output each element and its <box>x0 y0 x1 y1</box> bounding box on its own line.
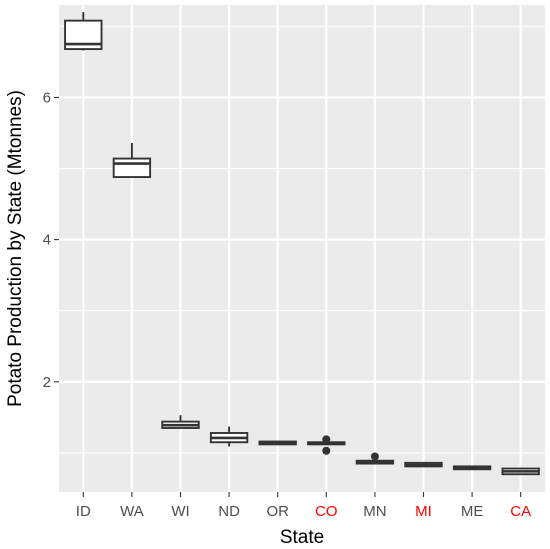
y-axis-title: Potato Production by State (Mtonnes) <box>5 90 26 407</box>
box-me <box>452 465 492 471</box>
outlier-point <box>322 446 331 455</box>
x-tick-label: CO <box>315 503 338 520</box>
x-axis: ID WA WI ND OR CO MN MI ME CA <box>76 492 531 520</box>
box-id <box>64 12 103 51</box>
box-or <box>258 440 297 446</box>
box-mi <box>404 461 443 468</box>
x-tick-label: CA <box>510 503 531 520</box>
x-axis-title: State <box>280 527 324 548</box>
box-co <box>307 435 346 455</box>
y-tick-label: 6 <box>43 89 51 106</box>
box-mn <box>355 452 395 465</box>
x-tick-label: ME <box>461 503 484 520</box>
x-tick-label: MN <box>363 503 386 520</box>
y-axis: 2 4 6 <box>43 89 59 391</box>
x-tick-label: MI <box>415 503 432 520</box>
y-tick-label: 2 <box>43 374 51 391</box>
x-tick-label: ND <box>218 503 240 520</box>
x-tick-label: ID <box>76 503 91 520</box>
x-tick-label: WI <box>171 503 189 520</box>
x-tick-label: OR <box>266 503 289 520</box>
box-iqr <box>112 157 152 178</box>
box-wi <box>161 415 200 429</box>
y-tick-label: 4 <box>43 232 51 249</box>
outlier-point <box>370 452 379 461</box>
box-ca <box>501 467 540 476</box>
x-tick-label: WA <box>120 503 144 520</box>
box-wa <box>112 142 152 178</box>
box-nd <box>209 426 249 447</box>
plot-panel <box>59 5 545 492</box>
boxplot-series <box>64 12 540 476</box>
outlier-point <box>322 435 331 444</box>
